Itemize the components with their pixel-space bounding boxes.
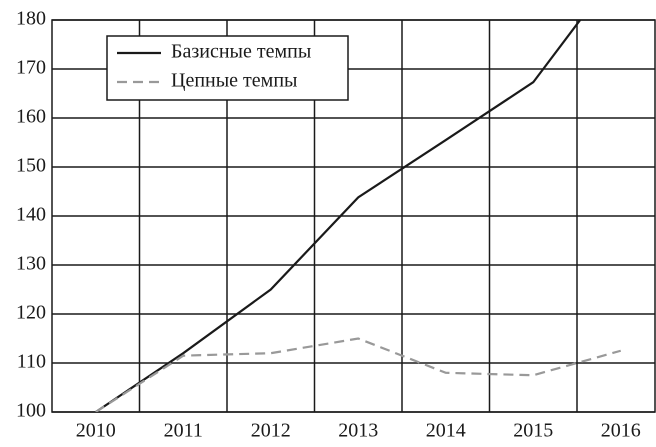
x-tick-label: 2013 xyxy=(338,420,378,442)
y-tick-label: 180 xyxy=(16,8,46,30)
legend-label: Цепные темпы xyxy=(171,70,297,92)
series-line xyxy=(95,337,622,412)
y-tick-label: 130 xyxy=(16,253,46,275)
y-tick-label: 160 xyxy=(16,106,46,128)
plot-area xyxy=(95,20,622,412)
y-tick-label: 140 xyxy=(16,204,46,226)
x-tick-label: 2016 xyxy=(601,420,641,442)
x-tick-label: 2014 xyxy=(426,420,466,442)
x-tick-label: 2010 xyxy=(76,420,116,442)
plot-frame xyxy=(51,19,656,413)
series-line xyxy=(95,20,582,412)
y-tick-label: 170 xyxy=(16,57,46,79)
x-tick-label: 2015 xyxy=(513,420,553,442)
y-tick-label: 110 xyxy=(17,351,46,373)
y-tick-label: 120 xyxy=(16,302,46,324)
y-tick-label: 100 xyxy=(16,400,46,422)
y-tick-label: 150 xyxy=(16,155,46,177)
x-tick-label: 2012 xyxy=(251,420,291,442)
legend-box xyxy=(106,35,349,101)
x-tick-label: 2011 xyxy=(164,420,203,442)
legend-label: Базисные темпы xyxy=(171,41,311,63)
